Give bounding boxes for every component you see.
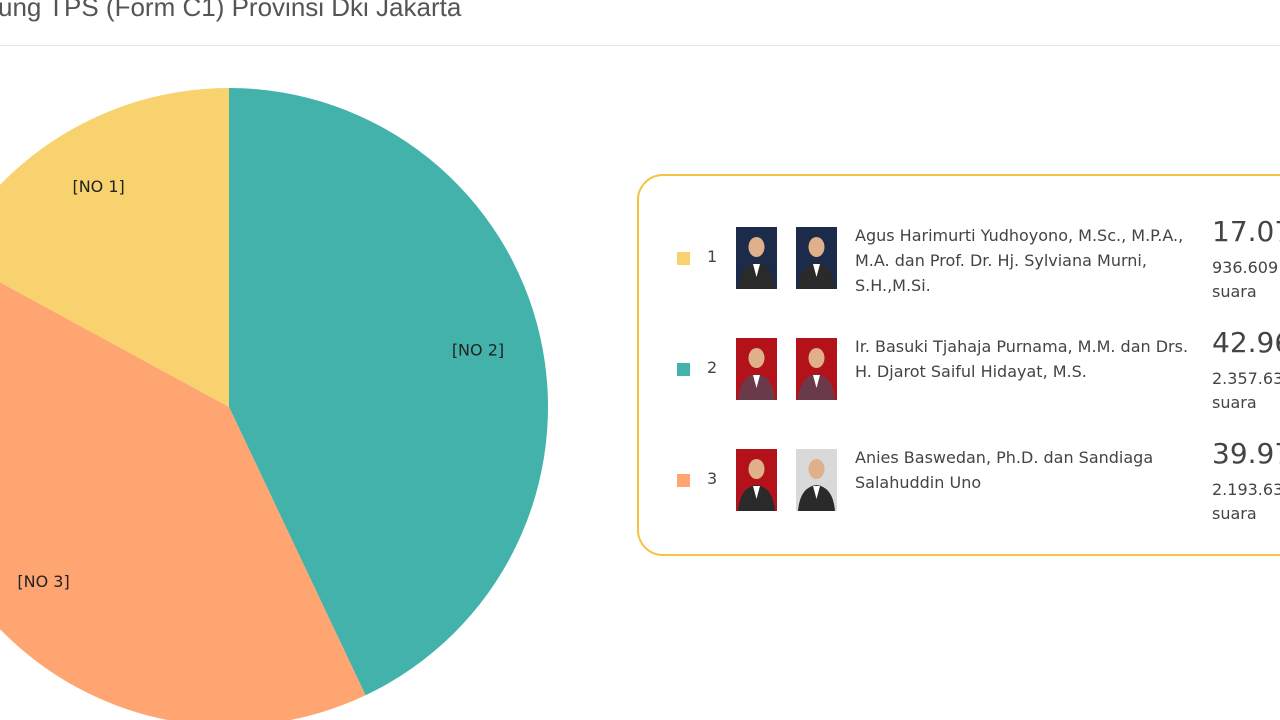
candidate-photo (736, 227, 777, 289)
header-rule (0, 45, 1280, 46)
vote-unit: suara (1212, 393, 1257, 412)
legend-row: 1 Agus Harimurti Yudhoyono, M.Sc., M.P.A.… (639, 215, 1280, 315)
slice-label: [NO 1] (72, 177, 124, 196)
vote-count: 2.357.63 suara (1212, 367, 1280, 415)
slice-label: [NO 3] (17, 572, 69, 591)
photo-figure (738, 237, 775, 289)
candidate-photo (736, 449, 777, 511)
candidate-name: Ir. Basuki Tjahaja Purnama, M.M. dan Drs… (855, 337, 1189, 381)
vote-count: 936.609 suara (1212, 256, 1278, 304)
candidate-number: 2 (707, 358, 718, 377)
vote-number: 2.193.63 (1212, 480, 1280, 499)
slice-label: [NO 2] (452, 341, 504, 360)
photo-figure (798, 459, 835, 511)
legend-swatch (677, 252, 690, 265)
candidate-photo (796, 338, 837, 400)
vote-number: 2.357.63 (1212, 369, 1280, 388)
pie-slice (0, 282, 366, 720)
legend-row: 2 Ir. Basuki Tjahaja Purnama, M.M. dan Dr… (639, 326, 1280, 426)
photo-figure (798, 237, 835, 289)
page-title: ung TPS (Form C1) Provinsi Dki Jakarta (0, 0, 462, 22)
legend-swatch (677, 474, 690, 487)
candidate-photo (796, 449, 837, 511)
photo-figure (798, 348, 835, 400)
pie-slice (229, 88, 548, 696)
candidate-number: 1 (707, 247, 718, 266)
candidate-photo (736, 338, 777, 400)
vote-count: 2.193.63 suara (1212, 478, 1280, 526)
vote-number: 936.609 (1212, 258, 1279, 277)
vote-percentage: 17.07 (1212, 215, 1280, 248)
candidate-number: 3 (707, 469, 718, 488)
photo-figure (738, 348, 775, 400)
legend-row: 3 Anies Baswedan, Ph.D. dan Sandiaga Sala… (639, 437, 1280, 537)
vote-percentage: 42.96 (1212, 326, 1280, 359)
legend-card: 1 Agus Harimurti Yudhoyono, M.Sc., M.P.A.… (637, 174, 1280, 556)
candidate-name: Agus Harimurti Yudhoyono, M.Sc., M.P.A.,… (855, 226, 1184, 295)
vote-unit: suara (1212, 282, 1257, 301)
candidate-photo (796, 227, 837, 289)
pie-slice (0, 88, 229, 407)
candidate-name: Anies Baswedan, Ph.D. dan Sandiaga Salah… (855, 448, 1154, 492)
vote-unit: suara (1212, 504, 1257, 523)
legend-swatch (677, 363, 690, 376)
vote-percentage: 39.97 (1212, 437, 1280, 470)
pie-chart: [NO 1] [NO 2] [NO 3] (0, 88, 548, 720)
photo-figure (738, 459, 775, 511)
